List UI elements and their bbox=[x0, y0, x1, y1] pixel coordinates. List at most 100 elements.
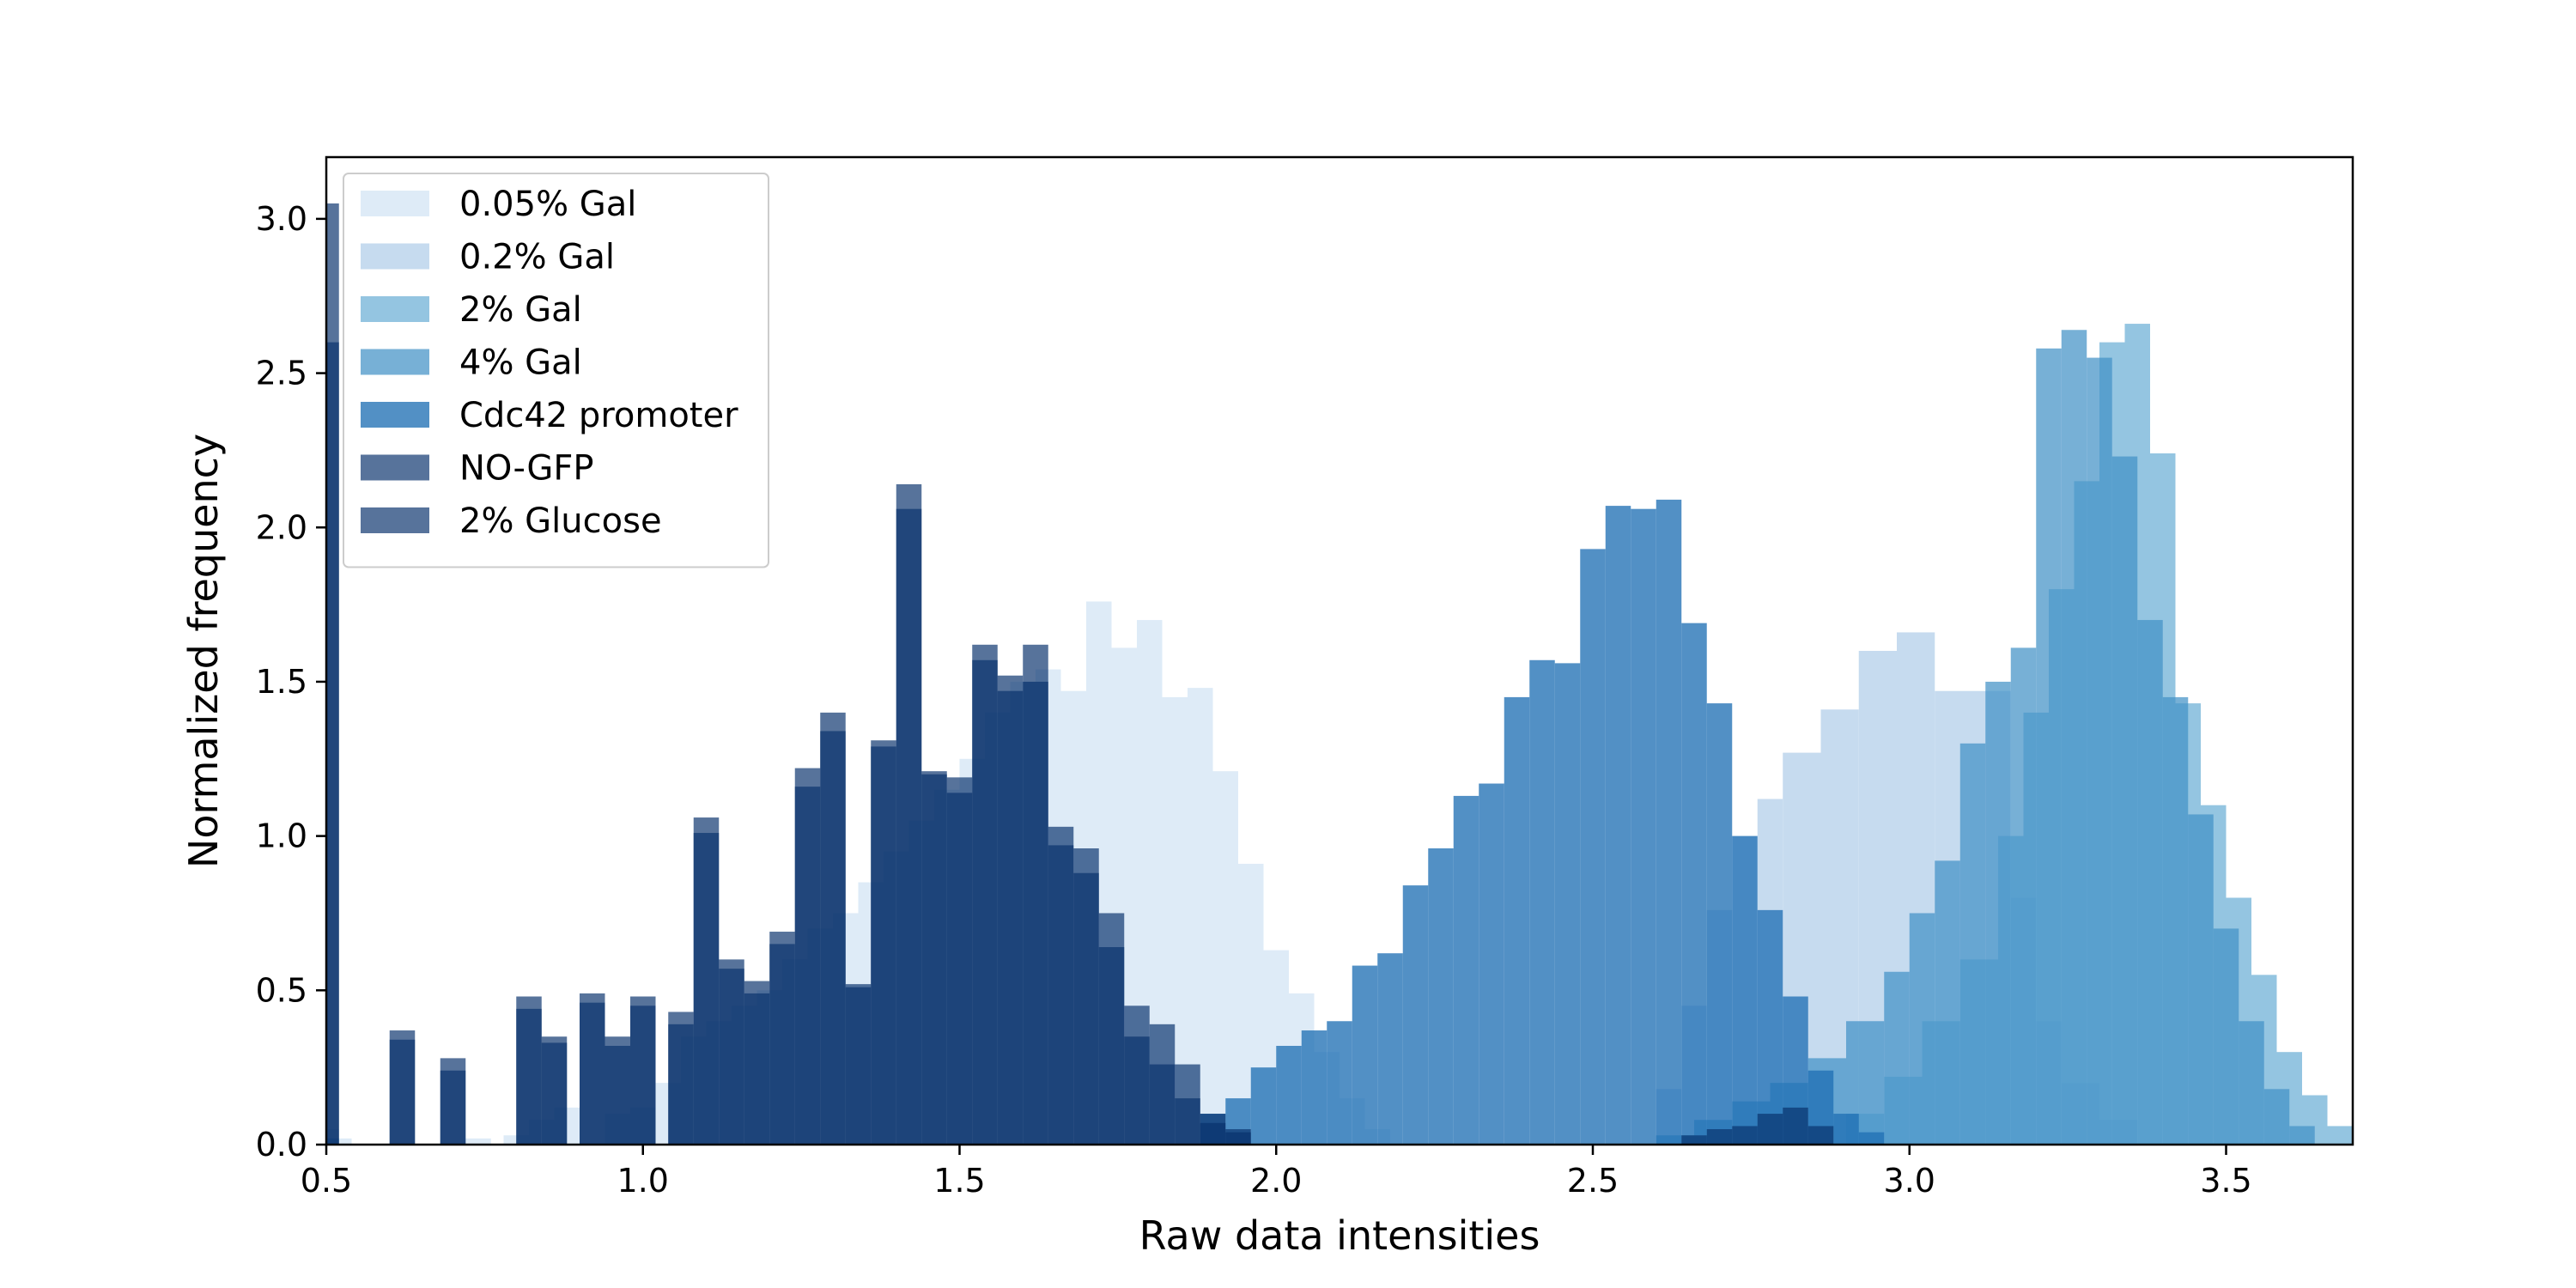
histogram-bar bbox=[1212, 771, 1238, 1145]
histogram-bar bbox=[1757, 909, 1783, 1145]
bars-layer bbox=[326, 203, 2353, 1145]
histogram-bar bbox=[440, 1058, 466, 1145]
histogram-bar bbox=[1301, 1030, 1327, 1145]
series-4 bbox=[1200, 499, 1885, 1145]
histogram-bar bbox=[580, 993, 605, 1145]
legend-label: NO-GFP bbox=[459, 449, 594, 489]
histogram-bar bbox=[1554, 663, 1581, 1145]
histogram-bar bbox=[2213, 928, 2239, 1145]
histogram-bar bbox=[1428, 848, 1454, 1145]
histogram-bar bbox=[338, 1138, 352, 1145]
histogram-bar bbox=[794, 768, 821, 1145]
legend-swatch bbox=[361, 454, 429, 481]
legend: 0.05% Gal 0.2% Gal 2% Gal 4% Gal Cdc42 promo… bbox=[343, 173, 769, 568]
legend-label: 2% Gal bbox=[459, 290, 582, 330]
histogram-bar bbox=[1529, 659, 1555, 1145]
histogram-bar bbox=[1706, 1129, 1733, 1145]
histogram-bar bbox=[1377, 953, 1403, 1145]
histogram-bar bbox=[2111, 456, 2138, 1145]
histogram-bar bbox=[1175, 1064, 1200, 1145]
histogram-bar bbox=[972, 644, 998, 1145]
histogram-bar bbox=[896, 483, 922, 1145]
histogram-bar bbox=[719, 959, 744, 1145]
histogram-bar bbox=[1959, 743, 1986, 1145]
histogram-bar bbox=[769, 932, 795, 1145]
legend-box bbox=[343, 173, 769, 568]
legend-label: 0.2% Gal bbox=[459, 238, 615, 277]
histogram-bar bbox=[605, 1036, 630, 1145]
histogram-bar bbox=[465, 1138, 491, 1145]
series-3 bbox=[1656, 330, 2315, 1145]
plot-frame bbox=[325, 155, 2354, 1146]
legend-swatch bbox=[361, 243, 429, 270]
x-axis-label: Raw data intensities bbox=[1139, 1212, 1540, 1259]
histogram-bar bbox=[2239, 1021, 2264, 1145]
histogram-bar bbox=[2327, 1126, 2353, 1145]
histogram-bar bbox=[1479, 783, 1504, 1145]
y-tick-label: 0.0 bbox=[256, 1126, 307, 1163]
histogram-bar bbox=[1250, 1067, 1277, 1145]
legend-swatch bbox=[361, 296, 429, 322]
histogram-bar bbox=[1276, 1046, 1302, 1145]
histogram-bar bbox=[2289, 1126, 2315, 1145]
x-tick-label: 1.0 bbox=[617, 1162, 669, 1200]
histogram-bar bbox=[997, 675, 1024, 1145]
legend-swatch bbox=[361, 191, 429, 216]
histogram-bar bbox=[1098, 913, 1125, 1145]
histogram-bar bbox=[389, 1030, 416, 1145]
legend-label: 2% Glucose bbox=[459, 501, 662, 541]
histogram-bar bbox=[1681, 1135, 1707, 1145]
histogram-bar bbox=[2162, 696, 2189, 1145]
y-axis: 0.0 0.5 1.0 1.5 2.0 2.5 3.0 bbox=[256, 200, 326, 1163]
histogram-bar bbox=[1605, 506, 1631, 1145]
legend-swatch bbox=[361, 349, 429, 375]
histogram-bar bbox=[1149, 1024, 1176, 1145]
histogram-bar bbox=[1909, 913, 1935, 1145]
histogram-bar bbox=[1124, 1005, 1150, 1145]
histogram-bar bbox=[1681, 623, 1707, 1145]
histogram-bar bbox=[1504, 696, 1530, 1145]
histogram-bar bbox=[1656, 499, 1682, 1145]
histogram-bar bbox=[1048, 826, 1074, 1145]
histogram-bar bbox=[2061, 330, 2087, 1145]
histogram-bar bbox=[1783, 1107, 1808, 1145]
histogram-bar bbox=[1706, 703, 1733, 1145]
y-tick-label: 3.0 bbox=[256, 200, 307, 238]
x-tick-label: 0.5 bbox=[301, 1162, 352, 1200]
legend-label: Cdc42 promoter bbox=[459, 396, 738, 435]
histogram-bar bbox=[693, 817, 720, 1145]
series-6 bbox=[326, 203, 1834, 1145]
histogram-bar bbox=[2087, 357, 2112, 1145]
y-tick-label: 1.5 bbox=[256, 663, 307, 701]
histogram-bar bbox=[668, 1012, 694, 1145]
legend-swatch bbox=[361, 507, 429, 533]
x-tick-label: 2.0 bbox=[1250, 1162, 1302, 1200]
histogram-bar bbox=[2036, 348, 2062, 1145]
y-axis-label: Normalized frequency bbox=[180, 434, 227, 868]
x-tick-label: 3.5 bbox=[2200, 1162, 2251, 1200]
histogram-bar bbox=[1833, 1114, 1859, 1145]
histogram-bar bbox=[1732, 835, 1758, 1145]
x-tick-label: 3.0 bbox=[1884, 1162, 1935, 1200]
histogram-bar bbox=[1580, 549, 1606, 1145]
histogram-bar bbox=[1453, 795, 1479, 1145]
histogram-bar bbox=[1732, 1126, 1758, 1145]
legend-label: 4% Gal bbox=[459, 343, 582, 383]
histogram-bar bbox=[326, 203, 339, 1145]
histogram-bar bbox=[1327, 1021, 1352, 1145]
x-tick-label: 1.5 bbox=[933, 1162, 985, 1200]
histogram-bar bbox=[946, 777, 973, 1145]
histogram-bar bbox=[2263, 1089, 2290, 1145]
histogram-bar bbox=[1352, 965, 1378, 1145]
histogram-bar bbox=[1858, 1132, 1885, 1145]
histogram-bar bbox=[1884, 971, 1910, 1145]
histogram-bar bbox=[1631, 508, 1656, 1145]
histogram-bar bbox=[1935, 860, 1960, 1145]
histogram-bar bbox=[1402, 885, 1429, 1145]
histogram-bar bbox=[1023, 644, 1048, 1145]
histogram-bar bbox=[2137, 620, 2163, 1145]
histogram-bar bbox=[630, 996, 656, 1145]
legend-swatch bbox=[361, 402, 429, 428]
